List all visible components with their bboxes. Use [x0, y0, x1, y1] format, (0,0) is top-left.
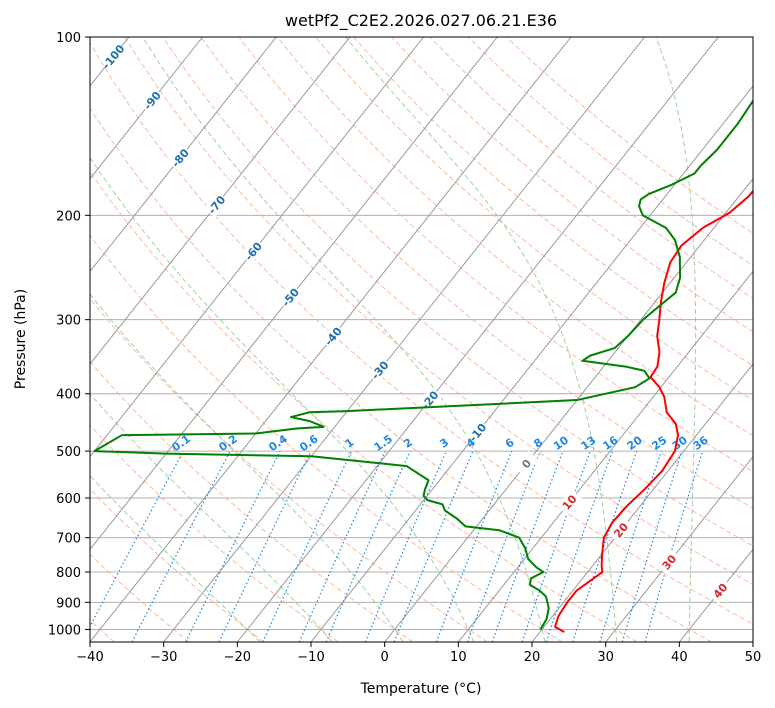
dry-adiabat	[200, 37, 753, 509]
mixing-ratio-line	[572, 450, 638, 642]
dry-adiabat	[90, 488, 264, 642]
chart-title: wetPf2_C2E2.2026.027.06.21.E36	[285, 11, 557, 31]
isotherm-label-bg	[320, 323, 346, 350]
y-tick-label: 400	[56, 388, 81, 403]
x-tick-label: 30	[597, 650, 614, 665]
isotherm-label-bg	[608, 517, 634, 544]
x-tick-label: 0	[381, 650, 389, 665]
x-axis-ticks: −40 −30 −20 −10 0 10 20 30 40 50	[76, 642, 761, 665]
y-tick-label: 600	[56, 492, 81, 507]
x-axis-label: Temperature (°C)	[360, 681, 482, 697]
mixing-ratio-line	[298, 450, 386, 642]
dry-adiabat	[276, 37, 753, 437]
mixing-ratio-line	[185, 450, 281, 642]
mixing-ratio-line	[90, 450, 184, 628]
isotherm-label-bg	[556, 489, 582, 516]
isotherm-line	[90, 37, 204, 180]
mixing-ratio-line	[364, 450, 447, 642]
isotherm-line	[90, 37, 351, 365]
dry-adiabat	[90, 41, 753, 625]
isotherm-line	[236, 37, 719, 642]
y-tick-label: 1000	[48, 623, 81, 638]
moist-adiabat	[90, 475, 261, 642]
isotherm-label-bg	[465, 419, 491, 446]
isotherm-line	[90, 37, 277, 273]
y-tick-label: 300	[56, 314, 81, 329]
y-tick-label: 100	[56, 31, 81, 46]
dry-adiabat	[90, 107, 712, 642]
y-axis-label: Pressure (hPa)	[13, 289, 29, 389]
mixing-ratio-line	[621, 450, 683, 642]
dewpoint-profile-line	[93, 99, 753, 630]
dry-adiabat	[90, 553, 190, 642]
isotherm-label-bg	[656, 549, 682, 576]
temperature-profile-line	[554, 189, 753, 633]
isotherm-label-bg	[707, 577, 733, 604]
isotherm-line	[90, 37, 425, 458]
dry-adiabat	[90, 424, 339, 642]
isotherm-line	[457, 270, 753, 642]
dry-adiabat	[90, 234, 563, 642]
x-tick-label: −30	[150, 650, 177, 665]
x-tick-label: 20	[524, 650, 541, 665]
mixing-ratio-line	[466, 450, 541, 642]
isotherm-label-bg	[139, 87, 165, 114]
mixing-ratio-line	[545, 450, 614, 642]
isotherm-label-bg	[367, 357, 393, 384]
isotherm-line	[90, 37, 498, 551]
sounding-series	[93, 99, 753, 633]
x-tick-label: −40	[76, 650, 103, 665]
isotherm-label-bg	[167, 145, 193, 171]
moist-adiabat	[655, 37, 697, 642]
isotherm-label-bg	[204, 191, 229, 218]
y-tick-label: 800	[56, 566, 81, 581]
isotherm-line	[605, 455, 753, 642]
mixing-ratio-line	[325, 450, 411, 642]
mixing-ratio-line	[435, 450, 513, 642]
plot-frame	[89, 36, 754, 643]
x-tick-label: −10	[297, 650, 324, 665]
isotherm-label-bg	[100, 43, 126, 70]
dry-adiabat	[90, 297, 488, 642]
y-tick-label: 700	[56, 532, 81, 547]
isotherm-label-bg	[514, 450, 539, 477]
x-tick-label: 10	[450, 650, 467, 665]
isotherm-line	[310, 85, 753, 642]
dry-adiabat	[90, 171, 638, 642]
skewed-isotherms	[90, 37, 753, 642]
y-tick-label: 900	[56, 596, 81, 611]
moist-adiabat	[142, 37, 546, 642]
y-tick-label: 200	[56, 209, 81, 224]
moist-adiabat	[90, 393, 333, 642]
y-axis-ticks: 100 200 300 400 500 600 700 800 900 1000	[48, 31, 90, 638]
dry-adiabat	[391, 37, 753, 333]
dry-adiabat	[429, 37, 753, 300]
isotherm-label-bg	[240, 238, 266, 265]
dry-adiabat	[315, 37, 753, 401]
isotherm-line	[531, 363, 753, 642]
plot-area: -100-90-80-70-60-50-40-30-20-10010203040…	[90, 37, 753, 642]
y-tick-label: 500	[56, 445, 81, 460]
isotherm-line	[163, 37, 646, 642]
mixing-ratio-line	[491, 450, 564, 642]
moist-adiabat	[90, 293, 404, 642]
mixing-ratio-line	[599, 450, 662, 642]
x-tick-label: 50	[745, 650, 762, 665]
mixing-ratio-line	[393, 450, 474, 642]
isotherm-label-bg	[277, 284, 303, 311]
moist-adiabat	[90, 156, 475, 642]
x-tick-label: −20	[224, 650, 251, 665]
x-tick-label: 40	[671, 650, 688, 665]
